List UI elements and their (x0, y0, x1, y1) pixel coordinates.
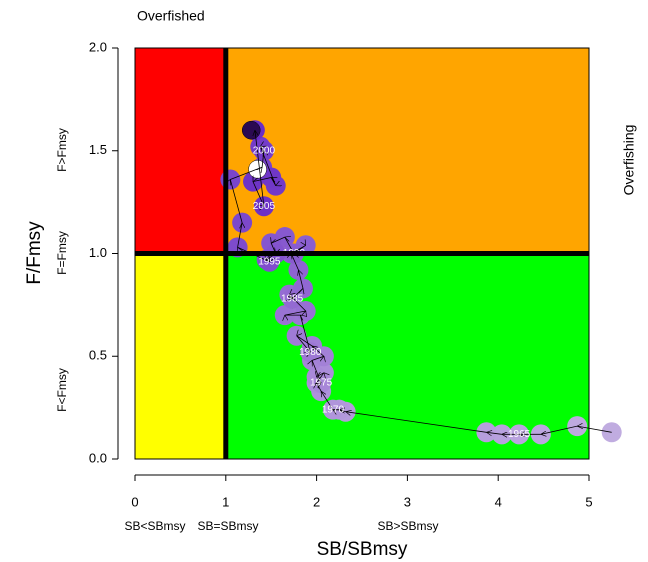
y-tick-label: 1.0 (89, 245, 107, 260)
zone-label: F=Fmsy (55, 231, 69, 275)
zone-label: SB>SBmsy (377, 519, 438, 533)
y-tick-label: 0.0 (89, 450, 107, 465)
point-label: 2005 (253, 201, 276, 212)
x-tick-label: 3 (404, 494, 411, 509)
y-tick-label: 1.5 (89, 142, 107, 157)
y-tick-label: 2.0 (89, 39, 107, 54)
right-label: Overfishing (621, 125, 637, 196)
x-tick-label: 1 (222, 494, 229, 509)
point-label: 2000 (253, 145, 276, 156)
point-label: 1985 (281, 293, 304, 304)
point-label: 1970 (322, 404, 345, 415)
point-label: 1975 (310, 378, 333, 389)
point-label: 1965 (508, 429, 531, 440)
quadrant (135, 253, 226, 459)
x-axis-label: SB/SBmsy (317, 539, 408, 560)
highlight-point (241, 120, 261, 140)
zone-label: SB<SBmsy (124, 519, 185, 533)
x-tick-label: 4 (495, 494, 502, 509)
zone-label: F>Fmsy (55, 128, 69, 172)
x-tick-label: 0 (131, 494, 138, 509)
chart-title: Overfished (137, 8, 205, 24)
point-label: 1980 (299, 347, 322, 358)
y-tick-label: 0.5 (89, 348, 107, 363)
quadrant (135, 48, 226, 254)
x-tick-label: 5 (585, 494, 592, 509)
zone-label: F<Fmsy (55, 368, 69, 412)
point-label: 1995 (258, 256, 281, 267)
quadrant (225, 48, 590, 254)
zone-label: SB=SBmsy (197, 519, 258, 533)
trajectory (230, 130, 612, 434)
y-axis-label: F/Fmsy (24, 221, 45, 285)
x-tick-label: 2 (313, 494, 320, 509)
